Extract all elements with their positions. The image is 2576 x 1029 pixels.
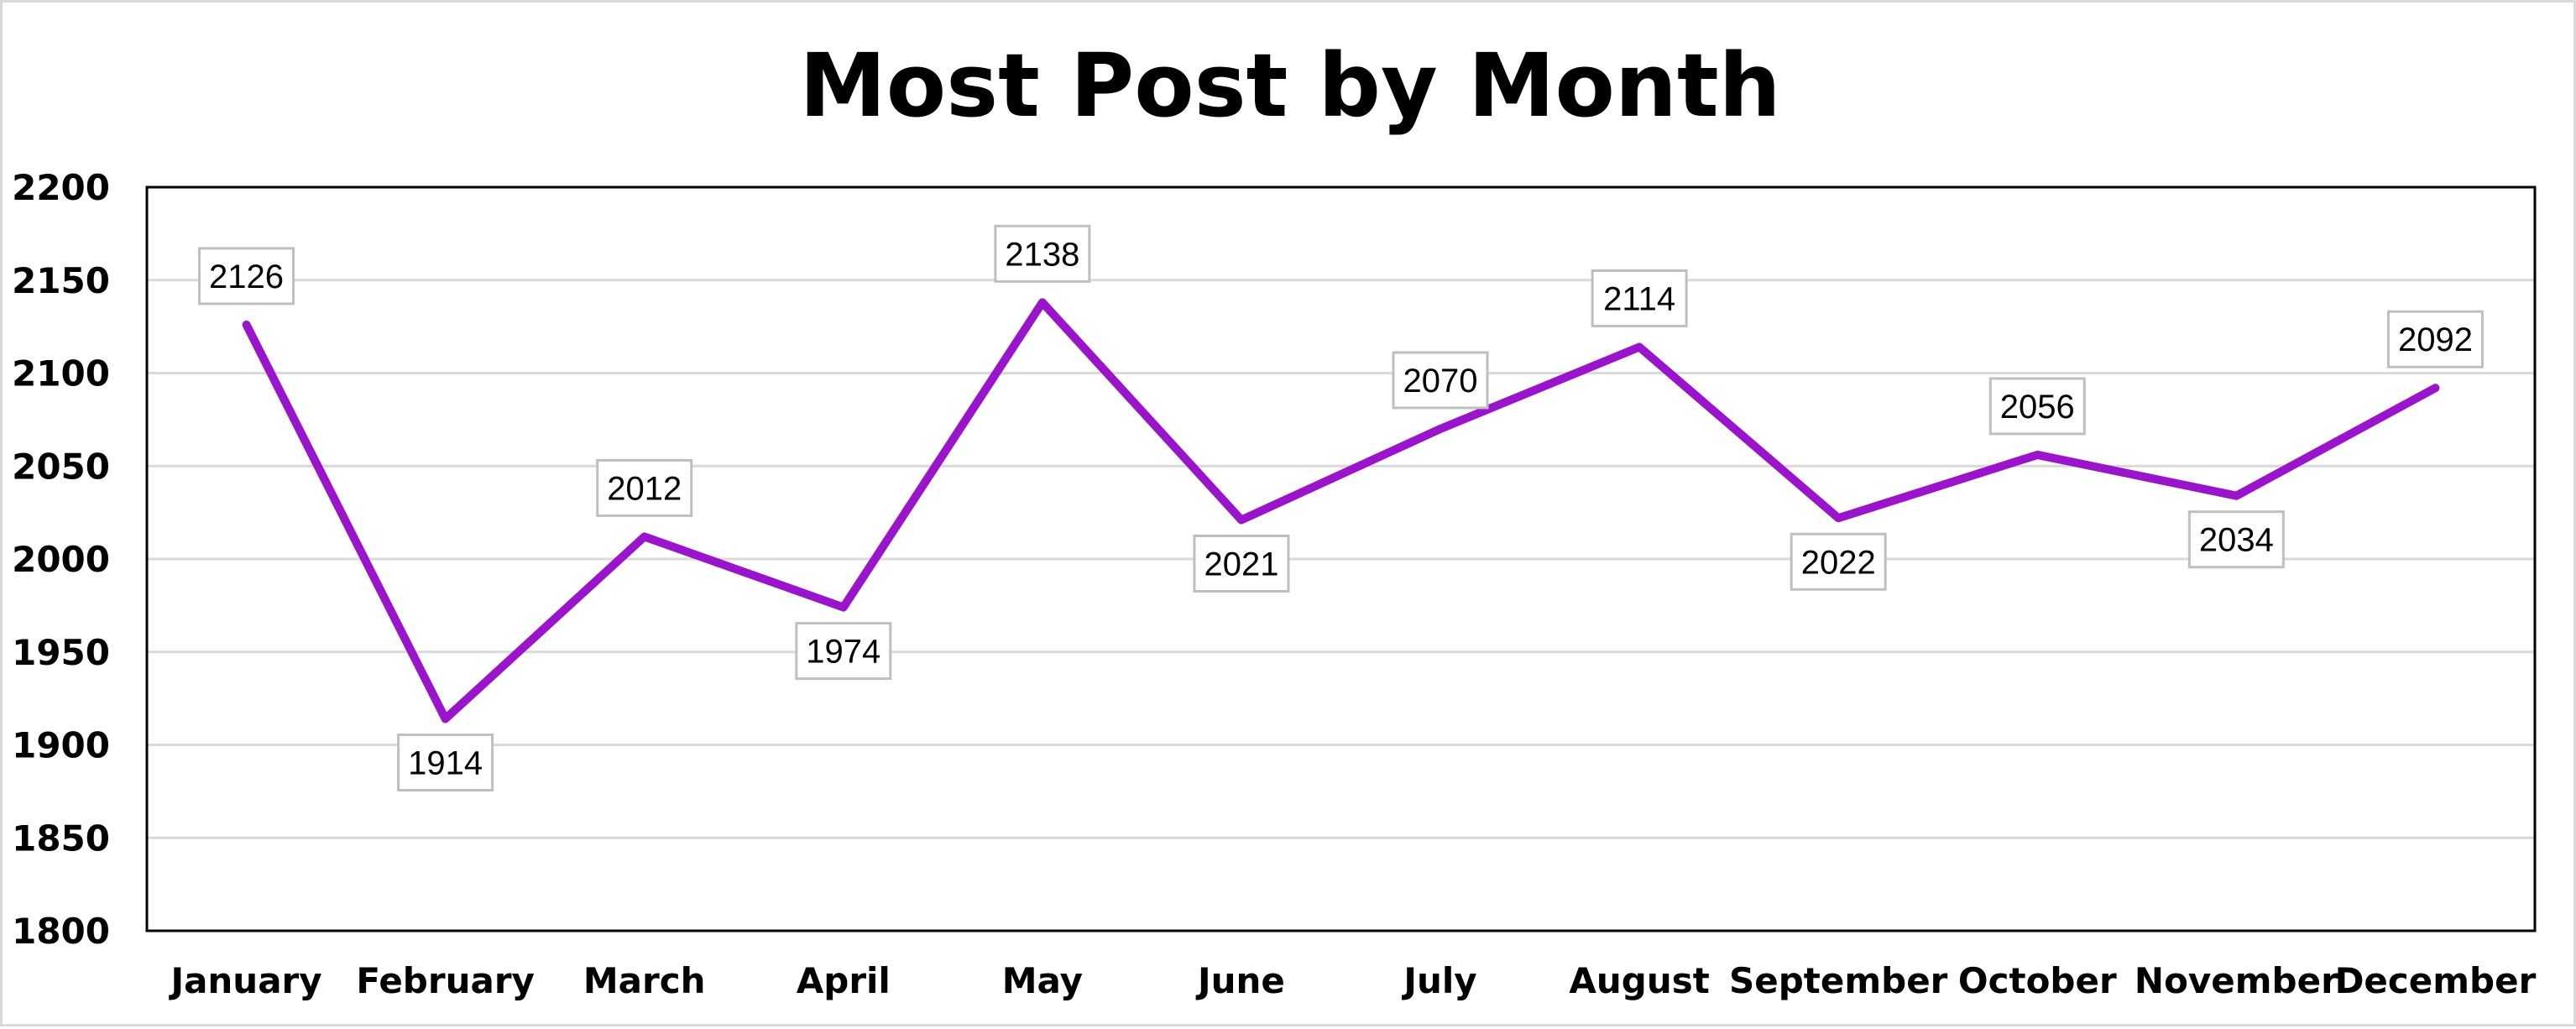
y-tick-label: 1950 bbox=[12, 632, 110, 673]
data-label-box bbox=[994, 224, 1091, 283]
x-tick-label: July bbox=[1401, 960, 1476, 1001]
data-label-box bbox=[2187, 510, 2285, 569]
y-tick-label: 2200 bbox=[12, 167, 110, 208]
data-label: 2021 bbox=[1193, 534, 1290, 593]
data-label: 2114 bbox=[1591, 269, 1688, 327]
x-tick-label: February bbox=[356, 960, 535, 1001]
x-tick-label: September bbox=[1729, 960, 1948, 1001]
y-tick-label: 1900 bbox=[12, 725, 110, 766]
data-label-text: 2092 bbox=[2398, 321, 2473, 358]
data-label-box bbox=[397, 733, 494, 791]
data-label: 2022 bbox=[1790, 532, 1887, 591]
data-label-box bbox=[1193, 534, 1290, 593]
data-label-text: 1974 bbox=[806, 634, 880, 671]
y-tick-label: 2150 bbox=[12, 260, 110, 301]
data-labels: 2126 1914 2012 1974 2138 2021 2070 2114 2022 2056… bbox=[198, 224, 2484, 791]
data-label: 2034 bbox=[2187, 510, 2285, 569]
data-label-box bbox=[2386, 310, 2484, 368]
data-label: 2126 bbox=[198, 247, 295, 306]
data-label: 2012 bbox=[596, 458, 693, 517]
data-label-box bbox=[198, 247, 295, 306]
x-tick-label: March bbox=[583, 960, 706, 1001]
data-label-box bbox=[1790, 532, 1887, 591]
plot-area-border bbox=[145, 185, 2537, 932]
data-label-text: 2034 bbox=[2199, 522, 2274, 559]
x-tick-label: August bbox=[1569, 960, 1709, 1001]
y-axis-ticks: 1800 1850 1900 1950 2000 2050 2100 2150 2200 bbox=[12, 167, 110, 952]
x-tick-label: November bbox=[2134, 960, 2338, 1001]
data-label-text: 2114 bbox=[1603, 280, 1675, 317]
data-label: 1974 bbox=[795, 622, 892, 681]
y-tick-label: 2100 bbox=[12, 353, 110, 394]
x-tick-label: April bbox=[797, 960, 891, 1001]
data-label-box bbox=[1591, 269, 1688, 327]
x-axis-ticks: January February March April May June July Augu… bbox=[168, 960, 2536, 1001]
data-label-box bbox=[1392, 351, 1489, 410]
y-tick-label: 2000 bbox=[12, 539, 110, 580]
data-label-text: 2022 bbox=[1801, 544, 1876, 581]
x-tick-label: June bbox=[1195, 960, 1285, 1001]
data-label: 1914 bbox=[397, 733, 494, 791]
gridlines bbox=[145, 185, 2537, 932]
line-chart: Most Post by Month 1800 1850 1900 1950 2000 2… bbox=[12, 34, 2537, 1001]
data-label-box bbox=[596, 458, 693, 517]
series-line-path bbox=[242, 298, 2440, 723]
data-label-text: 2021 bbox=[1204, 546, 1278, 582]
chart-title: Most Post by Month bbox=[799, 34, 1780, 137]
y-tick-label: 1800 bbox=[12, 911, 110, 952]
data-label-text: 2138 bbox=[1005, 236, 1079, 273]
x-tick-label: May bbox=[1002, 960, 1083, 1001]
data-label-text: 2070 bbox=[1403, 363, 1478, 400]
x-tick-label: October bbox=[1958, 960, 2117, 1001]
data-label: 2056 bbox=[1988, 377, 2086, 436]
data-label-text: 1914 bbox=[408, 744, 483, 781]
data-label-box bbox=[1988, 377, 2086, 436]
x-tick-label: January bbox=[168, 960, 321, 1001]
data-label: 2138 bbox=[994, 224, 1091, 283]
data-label: 2070 bbox=[1392, 351, 1489, 410]
data-label-text: 2056 bbox=[2000, 389, 2075, 426]
data-label-text: 2126 bbox=[209, 259, 284, 295]
y-tick-label: 1850 bbox=[12, 817, 110, 859]
data-label: 2092 bbox=[2386, 310, 2484, 368]
data-label-text: 2012 bbox=[607, 470, 682, 507]
series-line bbox=[242, 298, 2440, 723]
y-tick-label: 2050 bbox=[12, 446, 110, 487]
data-label-box bbox=[795, 622, 892, 681]
x-tick-label: December bbox=[2335, 960, 2537, 1001]
